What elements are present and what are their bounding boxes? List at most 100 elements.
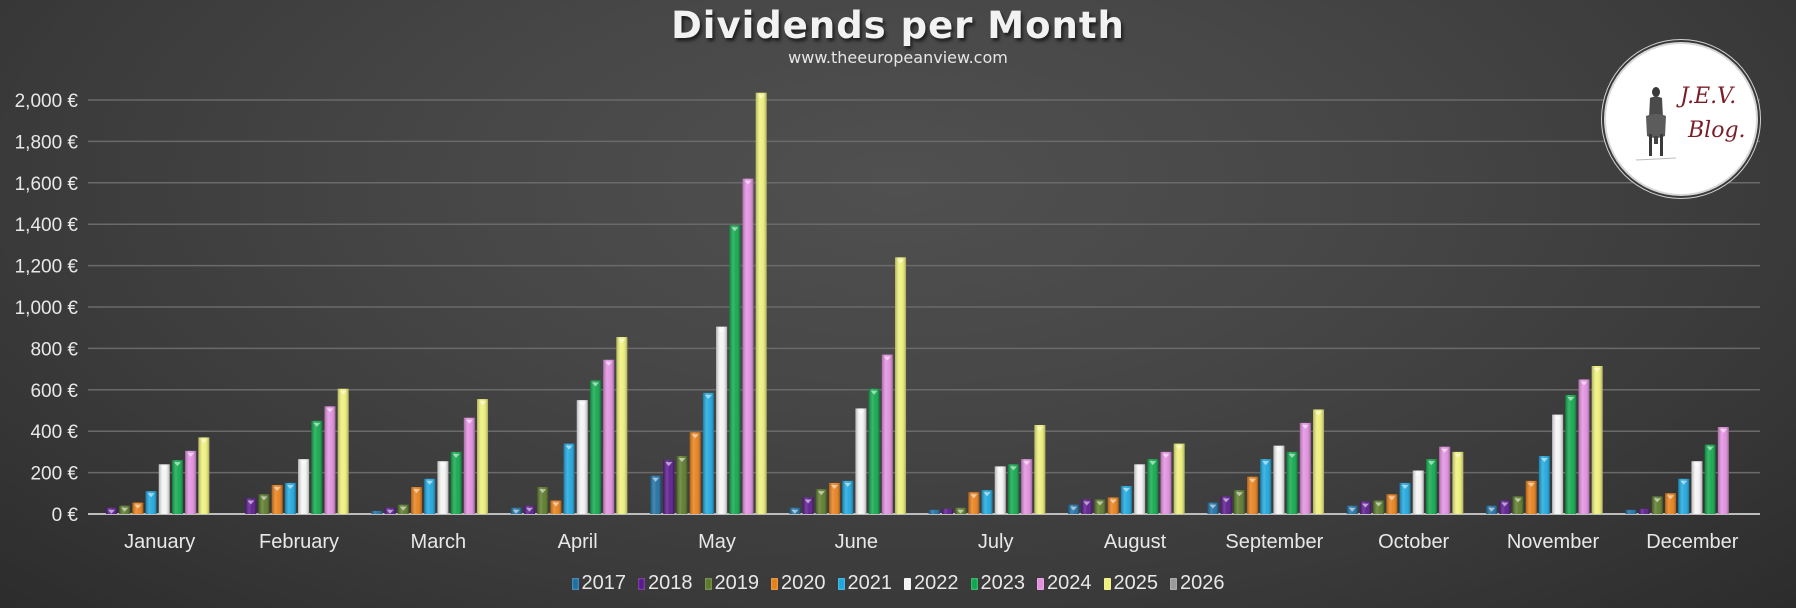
bar-cap-marker [452, 453, 460, 458]
bar-cap-marker [1361, 503, 1369, 508]
bar-shine [550, 500, 562, 514]
bar-shine [895, 257, 907, 514]
bar-cap-marker [665, 462, 673, 467]
legend-label: 2024 [1047, 572, 1092, 594]
bar-cap-marker [1109, 499, 1117, 504]
legend-item-2021: 2021 [837, 572, 892, 595]
x-tick-label: July [978, 531, 1014, 553]
bar-shine [371, 510, 383, 514]
bar-cap-marker [996, 468, 1004, 473]
y-tick-label: 0 € [52, 505, 79, 526]
bar-cap-marker [1288, 453, 1296, 458]
bar-2023-april [589, 380, 601, 514]
bar-cap-marker [525, 507, 533, 512]
bar-cap-marker [1235, 492, 1243, 497]
bar-shine [1439, 446, 1451, 514]
bar-2021-september [1260, 459, 1272, 514]
gridlines [88, 99, 1760, 515]
bar-cap-marker [247, 500, 255, 505]
bar-2022-january [158, 464, 170, 514]
bar-cap-marker [1580, 381, 1588, 386]
bar-shine [815, 489, 827, 514]
bar-cap-marker [897, 259, 905, 264]
bar-2024-april [603, 359, 615, 514]
bar-2025-may [755, 92, 767, 514]
bar-2020-february [271, 485, 283, 514]
bar-shine [941, 508, 953, 514]
legend-label: 2020 [781, 572, 826, 594]
x-tick-label: August [1104, 531, 1167, 553]
bar-cap-marker [386, 509, 394, 514]
bar-2022-february [298, 459, 310, 514]
bar-cap-marker [605, 361, 613, 366]
logo-text-line2: Blog. [1688, 118, 1746, 143]
x-axis-ticks: January February March April May June July Augu… [124, 531, 1739, 553]
bar-shine [1625, 509, 1637, 514]
bar-shine [968, 492, 980, 514]
bar-shine [1173, 443, 1185, 514]
bar-2021-june [842, 480, 854, 514]
bar-2024-december [1717, 427, 1729, 514]
bar-shine [868, 388, 880, 514]
legend-item-2019: 2019 [704, 572, 759, 595]
y-tick-label: 200 € [30, 464, 78, 485]
bar-shine [1512, 496, 1524, 514]
bar-shine [1538, 456, 1550, 514]
bar-shine [1021, 459, 1033, 514]
bar-shine [1425, 459, 1437, 514]
bar-2018-may [663, 460, 675, 514]
bar-2019-may [676, 456, 688, 514]
bar-cap-marker [957, 509, 965, 514]
bar-shine [1651, 496, 1663, 514]
bar-shine [1034, 424, 1046, 514]
bar-2021-april [563, 443, 575, 514]
bar-shine [1007, 464, 1019, 514]
bar-2021-july [981, 490, 993, 514]
bar-shine [463, 417, 475, 514]
y-tick-label: 800 € [30, 339, 78, 360]
bar-shine [563, 443, 575, 514]
bar-2020-january [132, 502, 144, 514]
bar-shine [881, 354, 893, 514]
bar-2023-october [1425, 459, 1437, 514]
x-tick-label: May [698, 531, 736, 553]
bar-cap-marker [1348, 507, 1356, 512]
bar-2020-october [1386, 494, 1398, 514]
bar-cap-marker [1441, 448, 1449, 453]
bar-shine [284, 482, 296, 514]
bar-2019-march [397, 504, 409, 514]
bar-cap-marker [187, 452, 195, 457]
bar-shine [198, 437, 210, 514]
bar-2023-january [171, 460, 183, 514]
bar-cap-marker [1514, 498, 1522, 503]
bar-2023-september [1286, 451, 1298, 514]
bar-shine [729, 225, 741, 515]
bar-2022-march [437, 461, 449, 514]
bar-shine [842, 480, 854, 514]
y-tick-label: 1,800 € [15, 132, 79, 153]
bar-cap-marker [313, 422, 321, 427]
legend-swatch [1037, 577, 1044, 590]
bar-2025-september [1313, 409, 1325, 514]
bar-2021-january [145, 491, 157, 514]
legend-swatch [1103, 577, 1111, 590]
bar-2025-august [1173, 443, 1185, 514]
bar-cap-marker [413, 489, 421, 494]
bar-2019-november [1512, 496, 1524, 514]
bar-2021-november [1538, 456, 1550, 514]
bar-2018-september [1220, 496, 1232, 514]
bar-2019-january [119, 505, 131, 514]
bar-2025-april [616, 337, 628, 514]
bar-2023-december [1704, 444, 1716, 514]
bar-cap-marker [578, 402, 586, 407]
bar-cap-marker [1388, 496, 1396, 501]
bar-shine [245, 498, 257, 514]
bar-shine [1565, 394, 1577, 514]
bar-2019-june [815, 489, 827, 514]
bar-2020-march [411, 487, 423, 514]
bar-2021-october [1399, 482, 1411, 514]
bar-2018-february [245, 498, 257, 514]
legend-item-2023: 2023 [970, 572, 1025, 595]
bar-cap-marker [652, 477, 660, 482]
bar-shine [185, 450, 197, 514]
